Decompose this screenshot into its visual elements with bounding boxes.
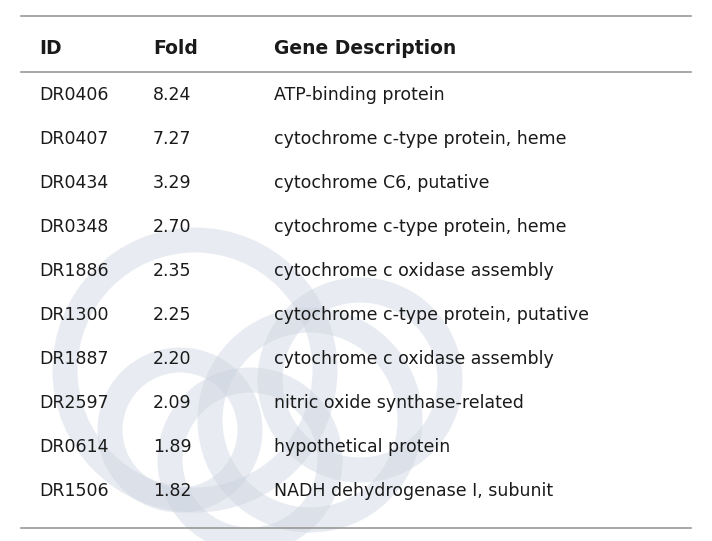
Text: hypothetical protein: hypothetical protein (274, 438, 451, 456)
Text: DR1300: DR1300 (39, 306, 109, 324)
Text: DR0434: DR0434 (39, 174, 108, 192)
Text: cytochrome c-type protein, heme: cytochrome c-type protein, heme (274, 130, 567, 148)
Text: 2.35: 2.35 (153, 262, 192, 280)
Text: 1.82: 1.82 (153, 482, 192, 500)
Text: DR0407: DR0407 (39, 130, 108, 148)
Text: 2.25: 2.25 (153, 306, 192, 324)
Text: NADH dehydrogenase I, subunit: NADH dehydrogenase I, subunit (274, 482, 553, 500)
Text: cytochrome c oxidase assembly: cytochrome c oxidase assembly (274, 262, 554, 280)
Text: DR1887: DR1887 (39, 350, 109, 368)
Text: Gene Description: Gene Description (274, 38, 456, 57)
Text: DR0348: DR0348 (39, 218, 108, 236)
Text: 1.89: 1.89 (153, 438, 192, 456)
Text: cytochrome c-type protein, heme: cytochrome c-type protein, heme (274, 218, 567, 236)
Text: cytochrome c oxidase assembly: cytochrome c oxidase assembly (274, 350, 554, 368)
Text: DR1506: DR1506 (39, 482, 109, 500)
Text: cytochrome c-type protein, putative: cytochrome c-type protein, putative (274, 306, 589, 324)
Text: DR2597: DR2597 (39, 394, 109, 412)
Text: ATP-binding protein: ATP-binding protein (274, 86, 445, 104)
Text: nitric oxide synthase-related: nitric oxide synthase-related (274, 394, 524, 412)
Text: ID: ID (39, 38, 62, 57)
Text: 7.27: 7.27 (153, 130, 192, 148)
Text: 3.29: 3.29 (153, 174, 192, 192)
Text: DR0614: DR0614 (39, 438, 109, 456)
Text: DR1886: DR1886 (39, 262, 109, 280)
Text: Fold: Fold (153, 38, 198, 57)
Text: cytochrome C6, putative: cytochrome C6, putative (274, 174, 490, 192)
Text: 8.24: 8.24 (153, 86, 192, 104)
Text: 2.09: 2.09 (153, 394, 192, 412)
Text: 2.20: 2.20 (153, 350, 192, 368)
Text: 2.70: 2.70 (153, 218, 192, 236)
Text: DR0406: DR0406 (39, 86, 109, 104)
